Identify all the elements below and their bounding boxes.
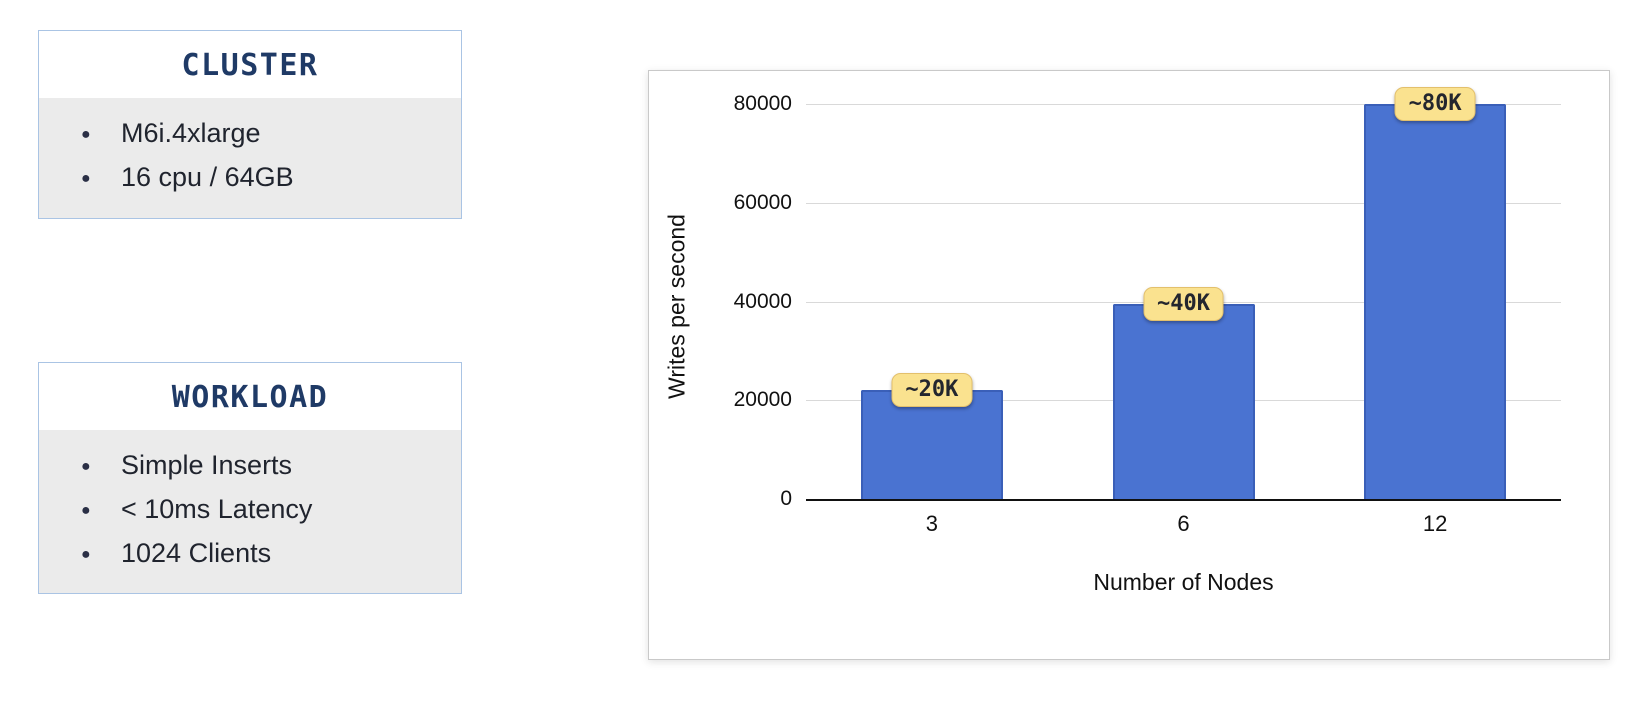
bullet-item: Simple Inserts	[81, 444, 443, 488]
y-tick-label: 60000	[733, 190, 792, 214]
bar-value-badge: ~20K	[891, 373, 973, 408]
bar	[1364, 104, 1507, 499]
bar	[1112, 303, 1255, 499]
cluster-panel: CLUSTER M6i.4xlarge16 cpu / 64GB	[38, 30, 462, 219]
workload-panel-title: WORKLOAD	[171, 380, 329, 415]
y-tick-label: 20000	[733, 388, 792, 412]
x-axis-title: Number of Nodes	[1093, 569, 1274, 595]
plot-area: 0 20000 40000 60000 80000 ~20K 3 ~40K 6 ~80K 12	[734, 87, 1561, 536]
y-tick-label: 40000	[733, 289, 792, 313]
y-tick-label: 0	[780, 487, 792, 510]
chart-card: Writes per second 0 20000 40000 60000 80000 ~…	[648, 70, 1610, 660]
bullet-item: M6i.4xlarge	[81, 112, 443, 156]
x-tick-label: 6	[1177, 511, 1190, 536]
gridline	[806, 104, 1561, 105]
bullet-item: 16 cpu / 64GB	[81, 156, 443, 200]
cluster-panel-title: CLUSTER	[181, 48, 319, 83]
bullet-item: < 10ms Latency	[81, 488, 443, 532]
gridline	[806, 202, 1561, 204]
y-axis-title: Writes per second	[663, 214, 690, 399]
workload-panel: WORKLOAD Simple Inserts< 10ms Latency102…	[38, 362, 462, 595]
workload-panel-list: Simple Inserts< 10ms Latency1024 Clients	[39, 430, 461, 594]
cluster-panel-list: M6i.4xlarge16 cpu / 64GB	[39, 98, 461, 218]
x-tick-label: 12	[1422, 511, 1448, 536]
y-tick-label: 80000	[733, 92, 792, 115]
x-tick-label: 3	[925, 511, 938, 536]
bar-value-badge: ~80K	[1394, 87, 1476, 121]
bar-value-badge: ~40K	[1143, 286, 1224, 321]
bullet-item: 1024 Clients	[81, 532, 443, 576]
